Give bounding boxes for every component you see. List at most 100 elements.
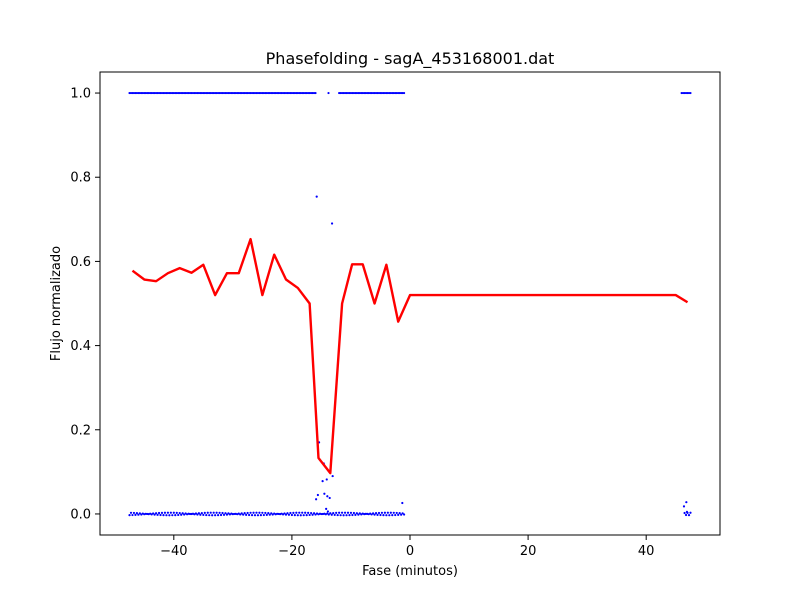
data-point <box>316 493 319 497</box>
data-point <box>345 514 348 517</box>
data-point <box>152 512 155 515</box>
y-tick-label: 0.4 <box>70 339 91 354</box>
data-point <box>383 511 387 514</box>
data-point <box>302 514 305 517</box>
data-point <box>208 514 211 517</box>
data-point <box>283 512 286 515</box>
data-point <box>325 507 328 511</box>
data-point <box>293 514 296 517</box>
data-point <box>400 513 403 516</box>
data-point <box>376 513 379 516</box>
data-point <box>336 513 339 517</box>
data-point <box>391 514 394 517</box>
x-tick-label: −40 <box>160 544 187 559</box>
data-point <box>175 511 178 514</box>
data-point <box>338 511 341 514</box>
data-point <box>328 496 331 500</box>
data-point <box>352 511 356 515</box>
data-point <box>200 511 203 515</box>
data-point <box>249 511 252 514</box>
data-point <box>289 511 292 515</box>
data-point <box>335 511 338 514</box>
data-point <box>168 514 171 517</box>
data-point <box>286 512 289 515</box>
data-point <box>261 511 264 514</box>
data-point <box>131 513 134 517</box>
data-point <box>398 512 401 515</box>
data-point <box>355 512 358 515</box>
data-point <box>262 513 265 517</box>
data-point <box>332 511 335 515</box>
data-point <box>392 511 395 514</box>
data-point <box>255 511 258 514</box>
y-tick-label: 0.8 <box>70 171 91 186</box>
data-point <box>265 513 268 516</box>
data-point <box>389 511 392 514</box>
data-point <box>380 511 384 514</box>
data-point <box>197 512 201 515</box>
data-point <box>687 514 691 517</box>
data-point <box>253 514 257 517</box>
data-point <box>259 514 263 517</box>
data-point <box>331 474 334 478</box>
data-point <box>401 512 404 515</box>
data-point <box>373 513 376 516</box>
data-point <box>330 222 334 225</box>
data-point <box>250 514 254 517</box>
data-point <box>326 495 329 498</box>
data-point <box>314 91 317 95</box>
data-point <box>325 478 328 481</box>
data-point <box>326 510 330 513</box>
y-axis-label: Flujo normalizado <box>49 246 64 361</box>
x-axis: −40 −20 0 20 40 <box>160 535 654 559</box>
data-point <box>172 511 175 514</box>
data-point <box>180 513 183 516</box>
data-point <box>309 511 313 515</box>
data-point <box>397 513 400 517</box>
data-point <box>225 513 229 516</box>
data-point <box>134 513 137 516</box>
data-point <box>268 513 271 516</box>
data-point <box>371 512 375 515</box>
data-point <box>196 513 199 516</box>
data-point <box>258 511 261 514</box>
data-point <box>270 512 273 515</box>
data-point <box>323 492 326 495</box>
data-point <box>166 511 170 514</box>
data-point <box>287 513 291 516</box>
data-point <box>137 513 140 516</box>
data-point <box>221 511 224 515</box>
data-point <box>156 513 159 516</box>
data-point <box>160 511 164 514</box>
data-point <box>689 511 692 514</box>
data-point <box>264 511 267 515</box>
data-point <box>682 505 686 508</box>
data-point <box>284 513 288 516</box>
series-line <box>131 237 689 475</box>
data-point <box>315 498 318 501</box>
data-point <box>211 514 214 517</box>
data-point <box>685 501 688 504</box>
data-point <box>683 511 686 515</box>
data-point <box>308 513 311 517</box>
data-point <box>205 513 208 517</box>
data-point <box>340 511 344 514</box>
data-point <box>307 511 310 514</box>
data-point <box>181 512 184 515</box>
data-point <box>395 511 398 515</box>
data-point <box>224 512 227 515</box>
data-point <box>354 513 357 516</box>
data-point <box>214 514 217 517</box>
data-point <box>206 511 209 514</box>
x-tick-label: 0 <box>406 544 414 559</box>
data-point <box>394 513 397 517</box>
data-point <box>349 511 353 514</box>
data-point <box>315 195 318 198</box>
data-point <box>178 511 181 515</box>
data-point <box>222 513 226 516</box>
data-point <box>346 511 350 514</box>
data-point <box>333 513 336 517</box>
data-point <box>304 511 307 514</box>
data-point <box>330 513 333 516</box>
data-point <box>689 91 692 95</box>
